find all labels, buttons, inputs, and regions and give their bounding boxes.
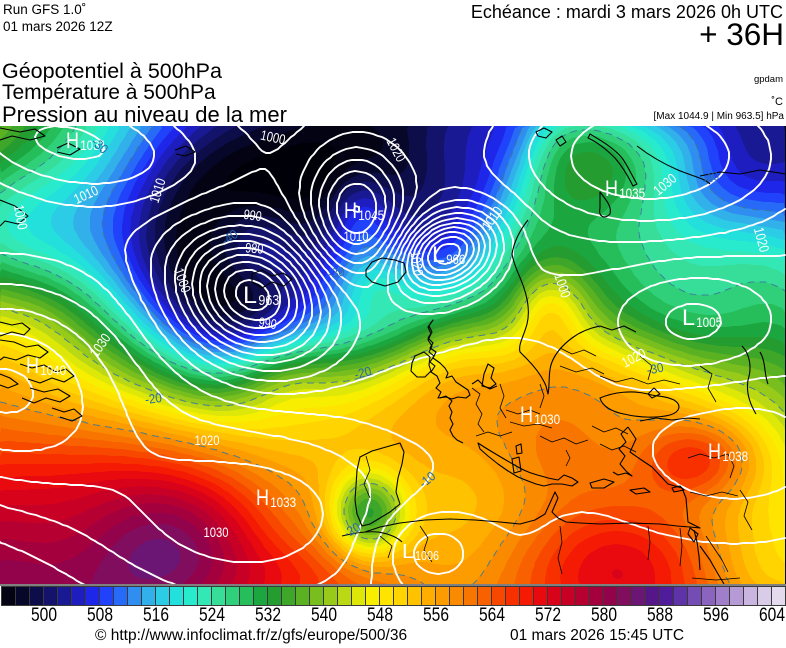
svg-text:1010: 1010: [344, 228, 369, 244]
svg-text:1020: 1020: [407, 250, 426, 277]
svg-text:1040: 1040: [40, 362, 66, 378]
svg-text:1045: 1045: [358, 207, 384, 223]
svg-text:990: 990: [258, 314, 278, 332]
svg-text:1038: 1038: [722, 448, 748, 464]
svg-text:1031: 1031: [80, 137, 106, 153]
svg-text:1030: 1030: [534, 411, 560, 427]
svg-text:980: 980: [245, 239, 264, 256]
svg-text:H: H: [256, 485, 269, 510]
svg-text:1005: 1005: [696, 314, 722, 330]
svg-text:H: H: [605, 176, 618, 201]
svg-text:-20: -20: [341, 519, 363, 540]
svg-text:966: 966: [446, 251, 465, 267]
svg-text:H: H: [520, 402, 533, 427]
svg-text:-30: -30: [327, 264, 346, 282]
svg-text:H: H: [66, 128, 79, 153]
svg-text:-40: -40: [700, 168, 721, 188]
svg-text:-20: -20: [144, 390, 163, 407]
svg-text:1000: 1000: [259, 127, 287, 148]
svg-text:1010: 1010: [146, 176, 169, 205]
svg-text:L: L: [243, 282, 257, 309]
svg-text:1000: 1000: [551, 271, 574, 300]
svg-text:L: L: [432, 242, 445, 267]
svg-text:1030: 1030: [204, 524, 229, 540]
svg-text:L: L: [402, 541, 414, 563]
svg-text:1006: 1006: [415, 548, 439, 563]
svg-text:H: H: [26, 353, 39, 378]
svg-text:-20: -20: [353, 363, 373, 382]
svg-text:H: H: [708, 439, 721, 464]
svg-text:-30: -30: [645, 359, 665, 377]
svg-text:990: 990: [243, 206, 263, 224]
svg-text:1020: 1020: [751, 226, 773, 254]
svg-text:1020: 1020: [195, 432, 220, 448]
svg-text:1033: 1033: [270, 494, 296, 510]
svg-text:963: 963: [258, 292, 279, 309]
svg-text:1000: 1000: [11, 203, 31, 231]
svg-text:1035: 1035: [619, 185, 645, 201]
svg-text:L: L: [682, 305, 695, 330]
svg-text:H: H: [344, 198, 357, 223]
